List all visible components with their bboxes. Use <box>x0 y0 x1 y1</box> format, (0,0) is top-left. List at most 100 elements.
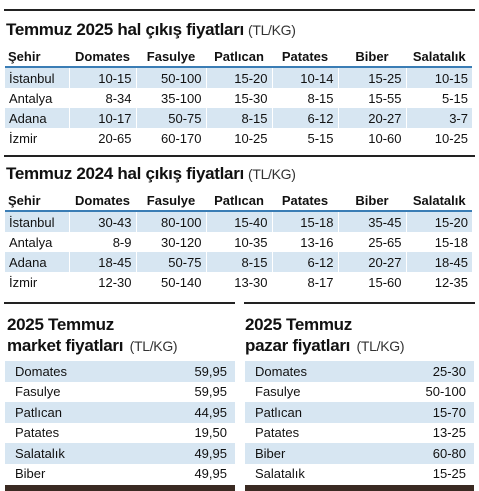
price-cell: 15-55 <box>337 88 406 108</box>
price-cell: 20-27 <box>337 252 406 272</box>
column-header: Biber <box>337 190 406 212</box>
price-cell: 12-30 <box>68 272 136 292</box>
product-name: Salatalık <box>245 463 360 484</box>
city-cell: İstanbul <box>5 67 69 88</box>
price-cell: 10-25 <box>405 128 472 148</box>
price-cell: 10-15 <box>405 67 472 88</box>
product-price: 15-25 <box>359 463 474 484</box>
price-cell: 3-7 <box>405 108 472 128</box>
price-cell: 12-35 <box>405 272 472 292</box>
price-cell: 20-65 <box>68 128 136 148</box>
product-price: 49,95 <box>120 443 235 464</box>
pazar-rule <box>244 302 475 304</box>
column-header: Biber <box>337 46 406 68</box>
price-cell: 8-15 <box>205 252 272 272</box>
product-name: Salatalık <box>5 443 120 464</box>
column-header: Patates <box>271 190 338 212</box>
price-cell: 35-100 <box>135 88 206 108</box>
table-row: Adana 10-17 50-75 8-15 6-12 20-27 3-7 <box>5 108 472 128</box>
market-price-list: Domates 59,95 Fasulye 59,95 Patlıcan 44,95 Pat… <box>5 361 235 484</box>
table-row: İstanbul 10-15 50-100 15-20 10-14 15-25 10-15 <box>5 67 472 88</box>
pazar-unit: (TL/KG) <box>356 338 405 354</box>
column-header: Fasulye <box>135 46 206 68</box>
list-item: Patlıcan 44,95 <box>5 402 235 423</box>
column-header: Domates <box>68 46 136 68</box>
price-cell: 10-15 <box>68 67 136 88</box>
price-cell: 30-43 <box>68 211 136 232</box>
title-2024: Temmuz 2024 hal çıkış fiyatları (TL/KG) <box>6 164 296 184</box>
product-price: 44,95 <box>120 402 235 423</box>
city-cell: Adana <box>5 108 69 128</box>
market-title-line1: 2025 Temmuz <box>7 315 114 334</box>
pazar-title-line1: 2025 Temmuz <box>245 315 352 334</box>
column-header: Patlıcan <box>205 46 272 68</box>
city-cell: Adana <box>5 252 69 272</box>
list-item: Salatalık 15-25 <box>245 463 474 484</box>
column-header: Patates <box>271 46 338 68</box>
market-rule <box>4 302 235 304</box>
header-row: Şehir Domates Fasulye Patlıcan Patates Biber S… <box>5 46 472 68</box>
price-cell: 15-40 <box>205 211 272 232</box>
city-cell: Antalya <box>5 232 69 252</box>
product-price: 19,50 <box>120 422 235 443</box>
list-item: Biber 49,95 <box>5 463 235 484</box>
pazar-title: 2025 Temmuz pazar fiyatları (TL/KG) <box>245 314 405 357</box>
product-name: Domates <box>245 361 360 382</box>
table-row: Antalya 8-34 35-100 15-30 8-15 15-55 5-15 <box>5 88 472 108</box>
price-cell: 18-45 <box>68 252 136 272</box>
price-cell: 50-75 <box>135 108 206 128</box>
product-price: 59,95 <box>120 381 235 402</box>
price-cell: 10-35 <box>205 232 272 252</box>
price-cell: 15-18 <box>405 232 472 252</box>
column-header: Salatalık <box>405 190 472 212</box>
price-cell: 15-18 <box>271 211 338 232</box>
column-header: Şehir <box>5 46 69 68</box>
price-cell: 15-30 <box>205 88 272 108</box>
price-cell: 8-15 <box>271 88 338 108</box>
price-cell: 10-17 <box>68 108 136 128</box>
price-cell: 10-60 <box>337 128 406 148</box>
city-cell: Antalya <box>5 88 69 108</box>
price-cell: 8-15 <box>205 108 272 128</box>
price-cell: 8-9 <box>68 232 136 252</box>
table-row: İzmir 12-30 50-140 13-30 8-17 15-60 12-35 <box>5 272 472 292</box>
product-name: Fasulye <box>5 381 120 402</box>
unit-2024: (TL/KG) <box>247 166 296 182</box>
price-cell: 50-75 <box>135 252 206 272</box>
price-cell: 8-34 <box>68 88 136 108</box>
product-price: 25-30 <box>359 361 474 382</box>
price-cell: 6-12 <box>271 252 338 272</box>
price-cell: 35-45 <box>337 211 406 232</box>
column-header: Şehir <box>5 190 69 212</box>
product-name: Patates <box>245 422 360 443</box>
price-cell: 80-100 <box>135 211 206 232</box>
price-cell: 50-100 <box>135 67 206 88</box>
price-cell: 15-20 <box>205 67 272 88</box>
price-table-2025: Şehir Domates Fasulye Patlıcan Patates Biber S… <box>5 46 472 148</box>
market-title: 2025 Temmuz market fiyatları (TL/KG) <box>7 314 178 357</box>
city-cell: İstanbul <box>5 211 69 232</box>
price-cell: 5-15 <box>271 128 338 148</box>
product-price: 50-100 <box>359 381 474 402</box>
title-2024-text: Temmuz 2024 hal çıkış fiyatları <box>6 164 244 183</box>
price-table-2024: Şehir Domates Fasulye Patlıcan Patates Biber S… <box>5 190 472 292</box>
price-cell: 30-120 <box>135 232 206 252</box>
photo-strip-left <box>5 485 235 491</box>
table-row: İzmir 20-65 60-170 10-25 5-15 10-60 10-25 <box>5 128 472 148</box>
price-cell: 60-170 <box>135 128 206 148</box>
list-item: Domates 59,95 <box>5 361 235 382</box>
column-header: Salatalık <box>405 46 472 68</box>
top-rule <box>4 9 475 11</box>
product-name: Patlıcan <box>245 402 360 423</box>
product-price: 60-80 <box>359 443 474 464</box>
list-item: Fasulye 59,95 <box>5 381 235 402</box>
list-item: Biber 60-80 <box>245 443 474 464</box>
middle-rule <box>4 155 475 157</box>
product-price: 49,95 <box>120 463 235 484</box>
list-item: Domates 25-30 <box>245 361 474 382</box>
list-item: Patates 19,50 <box>5 422 235 443</box>
photo-strip-right <box>245 485 474 491</box>
price-cell: 10-25 <box>205 128 272 148</box>
price-cell: 13-16 <box>271 232 338 252</box>
product-price: 59,95 <box>120 361 235 382</box>
